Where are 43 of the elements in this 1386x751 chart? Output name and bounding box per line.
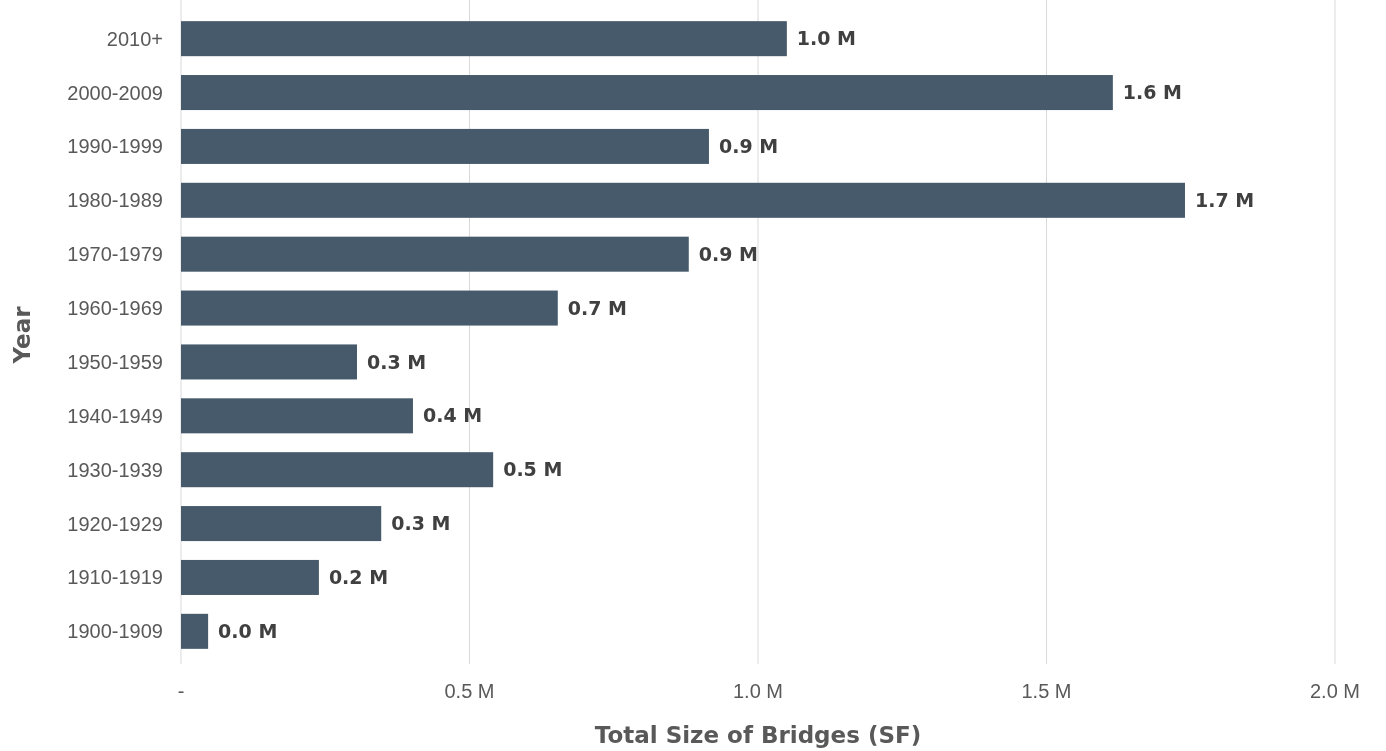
- data-label: 0.4 M: [422, 404, 483, 427]
- x-tick-label: 1.5 M: [1021, 680, 1072, 702]
- bar: [181, 21, 787, 57]
- bar: [181, 398, 413, 434]
- data-label: 0.9 M: [718, 135, 779, 158]
- bar: [181, 128, 709, 164]
- data-label: 0.2 M: [328, 566, 389, 589]
- data-label: 1.7 M: [1194, 188, 1255, 211]
- bar: [181, 452, 494, 488]
- y-tick-label: 2000-2009: [67, 81, 163, 104]
- y-tick-label: 1930-1939: [67, 458, 163, 481]
- y-tick-label: 1900-1909: [67, 620, 163, 643]
- data-label: 1.0 M: [796, 27, 857, 50]
- bar: [181, 75, 1113, 111]
- bar: [181, 613, 209, 649]
- bar: [181, 559, 319, 595]
- y-tick-label: 1960-1969: [67, 297, 163, 320]
- y-tick-label: 1910-1919: [67, 566, 163, 589]
- bar: [181, 182, 1185, 218]
- y-tick-label: 1920-1929: [67, 512, 163, 535]
- y-axis-title: Year: [9, 305, 35, 365]
- data-label: 0.3 M: [391, 512, 451, 535]
- data-label: 0.0 M: [218, 619, 278, 642]
- bar: [181, 290, 558, 326]
- y-tick-label: 1940-1949: [67, 404, 163, 427]
- data-label: 1.6 M: [1122, 81, 1183, 104]
- bar: [181, 236, 689, 272]
- y-tick-label: 1970-1979: [67, 243, 163, 266]
- x-tick-label: 2.0 M: [1309, 680, 1361, 702]
- data-label: 0.7 M: [567, 296, 627, 319]
- y-tick-label: 1990-1999: [67, 135, 163, 158]
- x-tick-label: 1.0 M: [732, 680, 784, 702]
- x-tick-label: 0.5 M: [444, 680, 495, 702]
- y-tick-label: 1980-1989: [67, 189, 163, 212]
- x-axis-title: Total Size of Bridges (SF): [594, 722, 922, 748]
- bar: [181, 506, 382, 542]
- y-tick-label: 1950-1959: [67, 350, 163, 373]
- y-tick-label: 2010+: [106, 27, 163, 50]
- data-label: 0.3 M: [366, 350, 427, 373]
- x-tick-label: -: [177, 680, 185, 702]
- bar: [181, 344, 357, 380]
- data-label: 0.5 M: [503, 458, 563, 481]
- data-label: 0.9 M: [698, 242, 758, 265]
